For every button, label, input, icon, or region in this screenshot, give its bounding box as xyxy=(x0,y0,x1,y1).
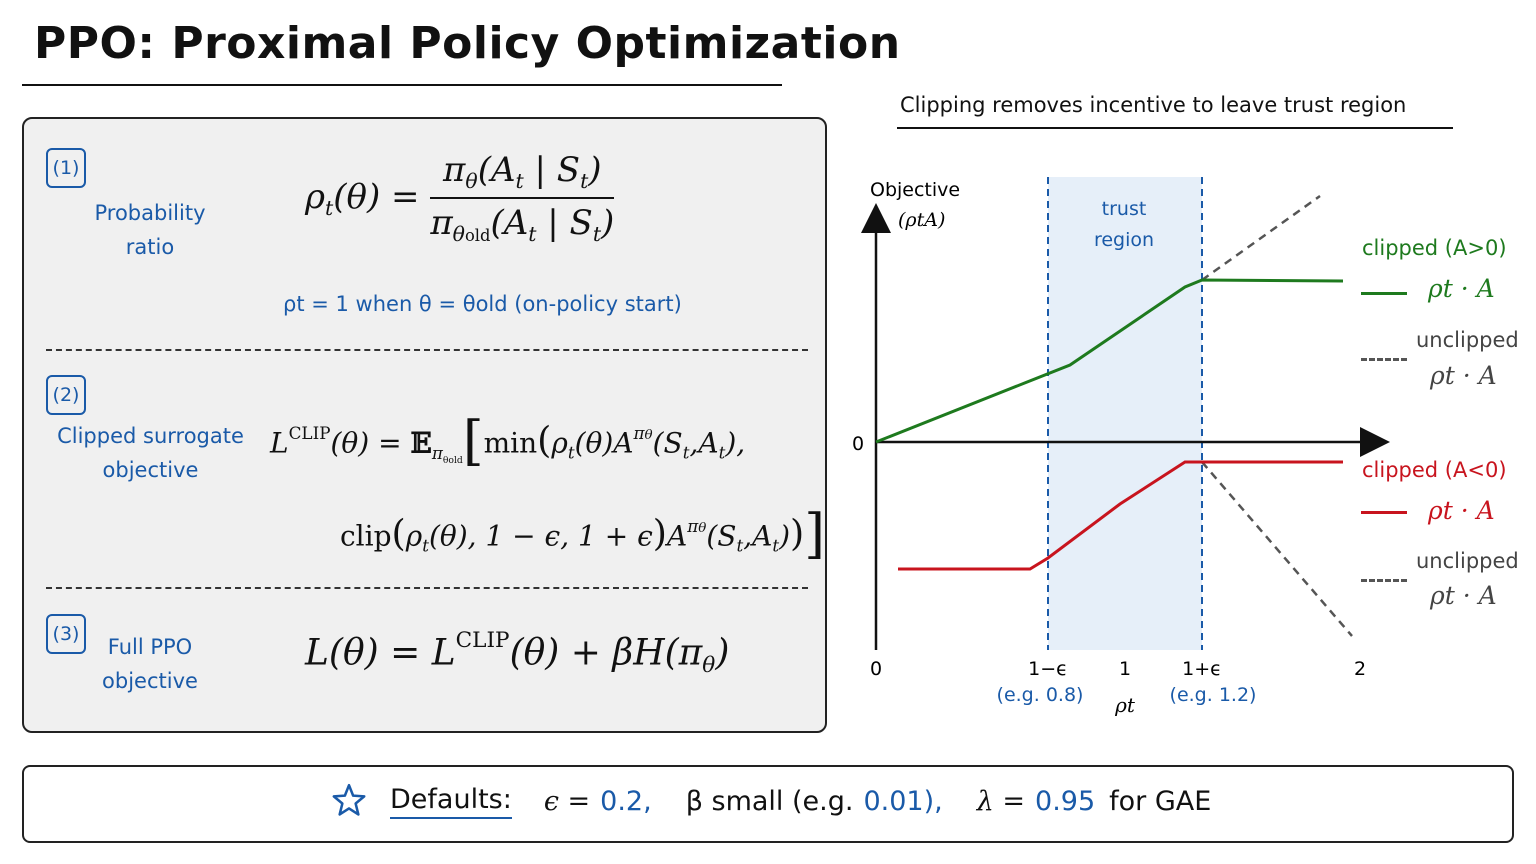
epsilon-symbol: ϵ = xyxy=(543,785,591,817)
trust-region-area xyxy=(1048,177,1202,650)
equations-panel xyxy=(22,117,827,733)
x-tick-2: 2 xyxy=(1354,658,1366,680)
unclipped-negative-line xyxy=(1201,461,1353,637)
clip-equation-line1: LCLIP(θ) = 𝔼πθold[min(ρt(θ)Aπθ(St,At), xyxy=(270,410,746,472)
lambda-tail: for GAE xyxy=(1109,785,1212,817)
y-axis-label-line2: (ρtA) xyxy=(898,209,945,231)
legend-clipped-negative-swatch xyxy=(1361,511,1407,514)
section-divider-2 xyxy=(46,587,808,589)
unclipped-positive-line xyxy=(1201,194,1321,282)
ratio-equation: ρt(θ) = πθ(At | St) πθold(At | St) xyxy=(305,150,615,247)
clipped-negative-line xyxy=(898,460,1343,571)
trust-region-label-line2: region xyxy=(1094,229,1154,251)
section-1-badge: (1) xyxy=(46,148,86,188)
clipping-chart: trust region Objective (ρtA) 0 0 1−ϵ (e.… xyxy=(852,177,1390,717)
section-3-label-line1: Full PPO xyxy=(107,635,193,659)
clipped-positive-line xyxy=(875,278,1344,444)
page-title: PPO: Proximal Policy Optimization xyxy=(34,18,901,69)
defaults-bar xyxy=(22,765,1514,843)
y-axis-label-line1: Objective xyxy=(870,179,960,201)
legend-clipped-positive-formula: ρt · A xyxy=(1428,274,1495,303)
x-tick-1-plus-eps: 1+ϵ xyxy=(1182,658,1222,680)
beta-text: β small (e.g. xyxy=(685,785,854,817)
section-2-badge: (2) xyxy=(46,375,86,415)
lambda-symbol: λ = xyxy=(976,785,1026,817)
chart-title: Clipping removes incentive to leave trus… xyxy=(900,93,1407,117)
section-2-label: Clipped surrogate objective xyxy=(48,419,253,487)
legend-clipped-positive-label: clipped (A>0) xyxy=(1362,236,1507,260)
legend-unclipped-negative-swatch xyxy=(1361,579,1407,582)
section-3-badge: (3) xyxy=(46,614,86,654)
section-1-label: Probability ratio xyxy=(60,196,240,264)
legend-unclipped-positive-formula: ρt · A xyxy=(1430,361,1497,390)
section-2-label-line1: Clipped surrogate xyxy=(57,424,244,448)
section-3-label: Full PPO objective xyxy=(92,630,208,698)
legend-unclipped-negative-label: unclipped xyxy=(1416,549,1519,573)
legend-unclipped-positive-label: unclipped xyxy=(1416,328,1519,352)
defaults-line: Defaults: ϵ = 0.2, β small (e.g. 0.01), … xyxy=(330,782,1211,820)
legend-clipped-negative-formula: ρt · A xyxy=(1428,496,1495,525)
section-divider-1 xyxy=(46,349,808,351)
legend-clipped-positive-swatch xyxy=(1361,292,1407,295)
legend-clipped-negative-label: clipped (A<0) xyxy=(1362,458,1507,482)
chart-title-underline xyxy=(897,127,1453,129)
section-3-label-line2: objective xyxy=(102,669,198,693)
lambda-value: 0.95 xyxy=(1035,785,1096,817)
section-1-label-line1: Probability xyxy=(94,201,206,225)
beta-value: 0.01), xyxy=(863,785,943,817)
x-tick-1-minus-eps: 1−ϵ xyxy=(1028,658,1068,680)
x-tick-0: 0 xyxy=(870,658,882,680)
section-1-label-line2: ratio xyxy=(125,235,175,259)
on-policy-note: ρt = 1 when θ = θold (on-policy start) xyxy=(283,292,682,316)
x-tick-1-minus-eps-example: (e.g. 0.8) xyxy=(997,684,1084,706)
origin-label: 0 xyxy=(852,433,864,455)
clip-equation-line2: clip(ρt(θ), 1 − ϵ, 1 + ϵ)Aπθ(St,At))] xyxy=(340,503,825,565)
star-icon xyxy=(332,783,366,816)
defaults-label: Defaults: xyxy=(390,784,512,819)
trust-region-label-line1: trust xyxy=(1102,198,1147,220)
x-tick-1-plus-eps-example: (e.g. 1.2) xyxy=(1170,684,1257,706)
title-underline xyxy=(22,84,782,86)
legend-unclipped-negative-formula: ρt · A xyxy=(1430,581,1497,610)
full-objective-equation: L(θ) = LCLIP(θ) + βH(πθ) xyxy=(305,628,730,678)
epsilon-value: 0.2, xyxy=(600,785,652,817)
section-2-label-line2: objective xyxy=(102,458,199,482)
x-axis-label: ρt xyxy=(1114,693,1136,717)
legend-unclipped-positive-swatch xyxy=(1361,358,1407,361)
x-tick-1: 1 xyxy=(1119,658,1131,680)
